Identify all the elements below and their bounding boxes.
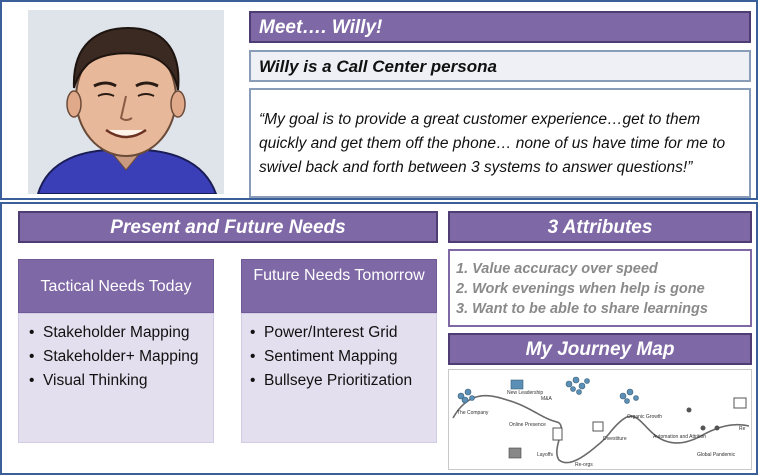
list-item: Visual Thinking [29,370,207,391]
list-item: Power/Interest Grid [250,322,430,343]
persona-subtitle: Willy is a Call Center persona [249,50,751,82]
portrait-illustration [28,10,224,194]
needs-title: Present and Future Needs [18,211,438,243]
attributes-panel: 1. Value accuracy over speed 2. Work eve… [448,249,752,327]
tactical-needs-heading: Tactical Needs Today [18,259,214,313]
journey-label: The Company [457,410,489,416]
attribute-item: 1. Value accuracy over speed [456,261,658,277]
journey-map-illustration: The Company New Leadership M&A Online Pr… [452,376,750,468]
list-item: Sentiment Mapping [250,346,430,367]
journey-label: Online Presence [509,422,546,428]
attribute-item: 3. Want to be able to share learnings [456,301,708,317]
tactical-needs-list: Stakeholder Mapping Stakeholder+ Mapping… [29,322,207,391]
list-item: Stakeholder+ Mapping [29,346,207,367]
journey-label: M&A [541,396,553,402]
persona-portrait [28,10,224,194]
journey-label: Divestiture [603,436,627,442]
tactical-needs-panel: Stakeholder Mapping Stakeholder+ Mapping… [18,313,214,443]
future-needs-panel: Power/Interest Grid Sentiment Mapping Bu… [241,313,437,443]
journey-path [452,394,750,464]
future-needs-list: Power/Interest Grid Sentiment Mapping Bu… [250,322,430,391]
journey-title: My Journey Map [448,333,752,365]
journey-label: Re [739,426,746,432]
attribute-item: 2. Work evenings when help is gone [456,281,705,297]
journey-label: Organic Growth [627,414,662,420]
list-item: Stakeholder Mapping [29,322,207,343]
future-needs-heading: Future Needs Tomorrow [241,259,437,313]
meet-title: Meet…. Willy! [249,11,751,43]
journey-label: New Leadership [507,390,543,396]
attributes-title: 3 Attributes [448,211,752,243]
journey-label: Global Pandemic [697,452,736,458]
list-item: Bullseye Prioritization [250,370,430,391]
journey-label: Automation and Attrition [653,434,706,440]
journey-label: Layoffs [537,452,554,458]
persona-quote: “My goal is to provide a great customer … [249,88,751,198]
journey-label: Re-orgs [575,462,593,468]
bottom-frame [0,202,758,475]
top-frame [0,0,758,200]
journey-map: The Company New Leadership M&A Online Pr… [448,369,752,470]
